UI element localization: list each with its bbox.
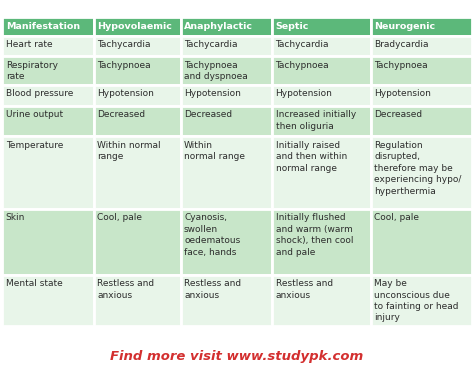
Text: Decreased: Decreased xyxy=(184,110,232,119)
Bar xyxy=(2,274,94,326)
Text: Cool, pale: Cool, pale xyxy=(97,213,142,222)
Bar xyxy=(371,274,472,326)
Text: Cool, pale: Cool, pale xyxy=(374,213,419,222)
Text: Initially flushed
and warm (warm
shock), then cool
and pale: Initially flushed and warm (warm shock),… xyxy=(275,213,353,256)
Text: Hypotension: Hypotension xyxy=(184,89,241,98)
Bar xyxy=(272,106,371,136)
Text: Urine output: Urine output xyxy=(6,110,63,119)
Bar xyxy=(272,136,371,208)
Text: Hypovolaemic: Hypovolaemic xyxy=(97,22,172,31)
Text: Tachycardia: Tachycardia xyxy=(184,40,237,49)
Text: Hypotension: Hypotension xyxy=(97,89,154,98)
Text: Find more visit www.studypk.com: Find more visit www.studypk.com xyxy=(110,350,364,363)
Bar xyxy=(272,56,371,85)
Bar xyxy=(181,85,272,106)
Bar xyxy=(272,274,371,326)
Text: Tachypnoea: Tachypnoea xyxy=(275,61,329,70)
Bar xyxy=(94,274,181,326)
Text: Bradycardia: Bradycardia xyxy=(374,40,428,49)
Text: Neurogenic: Neurogenic xyxy=(374,22,435,31)
Text: Skin: Skin xyxy=(6,213,25,222)
Bar xyxy=(2,17,94,35)
Bar xyxy=(371,35,472,56)
Bar xyxy=(181,274,272,326)
Bar xyxy=(181,35,272,56)
Bar xyxy=(371,208,472,274)
Bar xyxy=(371,17,472,35)
Bar xyxy=(371,106,472,136)
Bar xyxy=(94,35,181,56)
Text: Restless and
anxious: Restless and anxious xyxy=(97,279,155,300)
Text: Blood pressure: Blood pressure xyxy=(6,89,73,98)
Text: Anaphylactic: Anaphylactic xyxy=(184,22,253,31)
Bar xyxy=(181,136,272,208)
Bar xyxy=(272,85,371,106)
Bar xyxy=(2,106,94,136)
Text: Tachycardia: Tachycardia xyxy=(97,40,151,49)
Text: Regulation
disrupted,
therefore may be
experiencing hypo/
hyperthermia: Regulation disrupted, therefore may be e… xyxy=(374,141,461,196)
Text: Temperature: Temperature xyxy=(6,141,63,150)
Bar xyxy=(2,35,94,56)
Text: Increased initially
then oliguria: Increased initially then oliguria xyxy=(275,110,356,130)
Bar xyxy=(2,208,94,274)
Bar xyxy=(272,35,371,56)
Bar xyxy=(272,208,371,274)
Text: Within normal
range: Within normal range xyxy=(97,141,161,161)
Bar xyxy=(94,17,181,35)
Text: Tachypnoea: Tachypnoea xyxy=(97,61,151,70)
Bar xyxy=(371,136,472,208)
Text: Tachycardia: Tachycardia xyxy=(275,40,329,49)
Text: Within
normal range: Within normal range xyxy=(184,141,245,161)
Text: May be
unconscious due
to fainting or head
injury: May be unconscious due to fainting or he… xyxy=(374,279,458,322)
Text: Restless and
anxious: Restless and anxious xyxy=(184,279,241,300)
Bar xyxy=(94,136,181,208)
Bar xyxy=(2,136,94,208)
Bar xyxy=(2,85,94,106)
Bar xyxy=(94,85,181,106)
Text: Tachypnoea: Tachypnoea xyxy=(374,61,428,70)
Text: Respiratory
rate: Respiratory rate xyxy=(6,61,58,81)
Bar xyxy=(181,106,272,136)
Bar xyxy=(181,17,272,35)
Bar xyxy=(181,208,272,274)
Text: Manifestation: Manifestation xyxy=(6,22,80,31)
Text: Mental state: Mental state xyxy=(6,279,63,288)
Bar xyxy=(2,56,94,85)
Bar xyxy=(94,56,181,85)
Text: Hypotension: Hypotension xyxy=(374,89,431,98)
Text: Cyanosis,
swollen
oedematous
face, hands: Cyanosis, swollen oedematous face, hands xyxy=(184,213,240,256)
Bar xyxy=(94,208,181,274)
Bar xyxy=(181,56,272,85)
Text: Restless and
anxious: Restless and anxious xyxy=(275,279,333,300)
Text: Heart rate: Heart rate xyxy=(6,40,52,49)
Bar xyxy=(371,85,472,106)
Text: Tachypnoea
and dyspnoea: Tachypnoea and dyspnoea xyxy=(184,61,248,81)
Text: Hypotension: Hypotension xyxy=(275,89,332,98)
Bar xyxy=(94,106,181,136)
Text: Decreased: Decreased xyxy=(374,110,422,119)
Text: Septic: Septic xyxy=(275,22,309,31)
Text: Initially raised
and then within
normal range: Initially raised and then within normal … xyxy=(275,141,347,173)
Bar xyxy=(371,56,472,85)
Bar xyxy=(272,17,371,35)
Text: Decreased: Decreased xyxy=(97,110,146,119)
